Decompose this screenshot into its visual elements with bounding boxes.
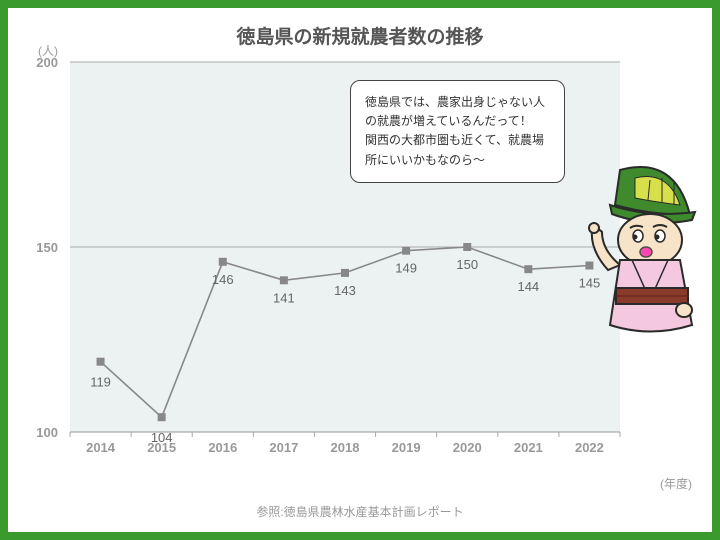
svg-text:143: 143 bbox=[334, 283, 356, 298]
svg-text:141: 141 bbox=[273, 290, 295, 305]
x-axis-label: (年度) bbox=[660, 475, 692, 492]
svg-text:2018: 2018 bbox=[331, 440, 360, 455]
svg-text:200: 200 bbox=[36, 55, 58, 70]
svg-text:104: 104 bbox=[151, 430, 173, 445]
speech-bubble: 徳島県では、農家出身じゃない人の就農が増えているんだって！ 関西の大都市圏も近く… bbox=[350, 80, 565, 183]
svg-text:149: 149 bbox=[395, 261, 417, 276]
svg-text:146: 146 bbox=[212, 272, 234, 287]
svg-text:100: 100 bbox=[36, 425, 58, 440]
svg-text:2017: 2017 bbox=[269, 440, 298, 455]
svg-text:150: 150 bbox=[456, 257, 478, 272]
svg-text:2019: 2019 bbox=[392, 440, 421, 455]
svg-text:2022: 2022 bbox=[575, 440, 604, 455]
svg-text:2016: 2016 bbox=[208, 440, 237, 455]
speech-text: 徳島県では、農家出身じゃない人の就農が増えているんだって！ 関西の大都市圏も近く… bbox=[365, 95, 545, 167]
chart-title: 徳島県の新規就農者数の推移 bbox=[0, 22, 720, 49]
svg-text:150: 150 bbox=[36, 240, 58, 255]
svg-text:119: 119 bbox=[90, 375, 111, 390]
svg-text:2014: 2014 bbox=[86, 440, 116, 455]
source-text: 参照:徳島県農林水産基本計画レポート bbox=[0, 503, 720, 520]
svg-text:2021: 2021 bbox=[514, 440, 543, 455]
svg-text:2020: 2020 bbox=[453, 440, 482, 455]
sudachi-mascot bbox=[580, 160, 700, 350]
svg-text:144: 144 bbox=[517, 279, 539, 294]
